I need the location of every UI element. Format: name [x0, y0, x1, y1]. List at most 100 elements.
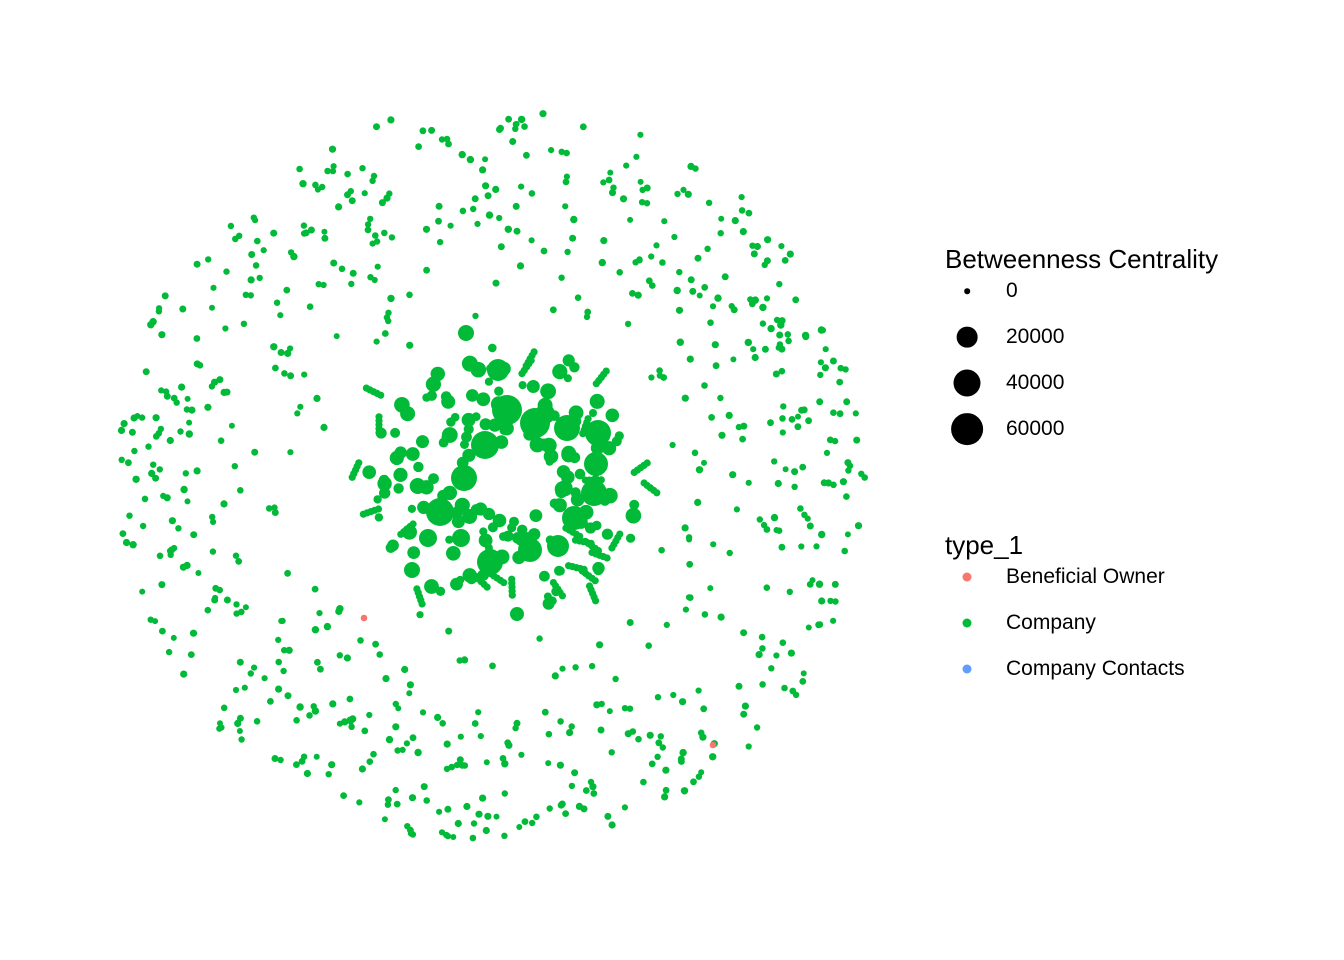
- network-node: [776, 331, 784, 339]
- network-node: [496, 361, 511, 376]
- network-node: [759, 645, 766, 652]
- network-node: [324, 167, 331, 175]
- network-node: [182, 470, 189, 477]
- network-node: [293, 717, 300, 724]
- network-node: [768, 665, 775, 672]
- network-node: [414, 748, 422, 757]
- network-node: [749, 242, 756, 249]
- size-legend: Betweenness Centrality 0 20000 40000 600…: [945, 242, 1218, 460]
- network-node: [636, 256, 643, 264]
- network-node: [336, 605, 344, 613]
- network-node: [156, 466, 163, 473]
- network-node: [545, 760, 552, 767]
- network-node: [629, 728, 637, 735]
- network-node: [484, 192, 492, 200]
- network-node: [320, 423, 328, 431]
- network-node: [210, 518, 217, 526]
- network-node: [680, 787, 689, 795]
- network-node: [552, 364, 568, 380]
- network-node: [517, 115, 526, 124]
- network-node: [139, 522, 147, 530]
- network-node: [117, 426, 126, 434]
- network-node: [385, 735, 394, 744]
- network-node: [512, 724, 519, 732]
- size-key: [953, 369, 981, 397]
- network-node: [466, 155, 475, 164]
- network-node: [568, 405, 584, 421]
- network-node: [545, 730, 553, 738]
- network-node: [626, 619, 634, 626]
- network-node: [120, 420, 128, 428]
- network-node: [316, 610, 323, 617]
- network-node: [228, 422, 235, 429]
- network-node: [539, 570, 550, 582]
- network-node: [486, 364, 496, 374]
- network-node: [390, 427, 401, 438]
- network-node: [157, 425, 165, 433]
- network-node: [738, 194, 745, 201]
- network-node: [546, 805, 553, 812]
- network-node: [512, 550, 526, 565]
- network-node: [648, 374, 655, 381]
- network-node: [281, 370, 288, 377]
- network-node: [145, 443, 152, 450]
- network-node: [208, 383, 216, 390]
- network-node: [416, 435, 429, 449]
- network-node: [583, 313, 591, 321]
- network-node: [663, 621, 670, 629]
- network-node: [777, 321, 785, 329]
- type-key-label: Beneficial Owner: [1006, 565, 1165, 588]
- network-node: [813, 543, 820, 550]
- network-node: [562, 810, 569, 817]
- network-node: [284, 692, 292, 700]
- network-node: [549, 498, 560, 509]
- network-node: [501, 790, 508, 797]
- network-node: [394, 747, 401, 754]
- network-node: [463, 424, 474, 435]
- network-node: [170, 634, 177, 641]
- network-node: [323, 622, 332, 631]
- network-node: [454, 819, 462, 828]
- network-node: [466, 573, 477, 585]
- network-node: [300, 222, 308, 229]
- network-node: [450, 577, 463, 591]
- network-node: [725, 411, 733, 419]
- type-key-label: Company: [1006, 611, 1096, 634]
- network-node: [730, 356, 737, 363]
- network-node: [252, 262, 260, 269]
- network-node: [745, 479, 752, 486]
- network-node: [270, 343, 278, 351]
- network-node: [521, 123, 528, 130]
- network-node: [479, 166, 487, 174]
- network-node: [771, 458, 778, 465]
- network-node: [482, 156, 489, 163]
- network-node: [152, 414, 160, 422]
- network-node: [653, 489, 661, 497]
- network-node: [753, 724, 761, 731]
- network-node: [815, 580, 824, 588]
- network-node: [569, 234, 577, 242]
- network-node: [235, 558, 243, 565]
- network-node: [759, 320, 767, 327]
- network-node: [216, 725, 223, 732]
- network-node: [148, 469, 156, 477]
- network-node: [387, 539, 399, 552]
- network-node: [417, 500, 431, 514]
- network-node: [590, 441, 605, 455]
- network-node: [844, 531, 851, 538]
- size-key: [964, 288, 970, 294]
- network-node: [853, 436, 861, 444]
- network-node: [501, 760, 509, 768]
- network-node: [659, 744, 666, 751]
- network-node: [131, 447, 138, 455]
- network-node: [694, 498, 702, 506]
- network-node: [443, 831, 450, 839]
- network-node: [637, 178, 644, 185]
- network-node: [163, 392, 171, 400]
- network-node: [238, 736, 245, 743]
- network-node: [701, 459, 707, 466]
- network-node: [119, 530, 127, 537]
- network-node: [385, 317, 392, 325]
- network-node: [739, 435, 746, 443]
- network-node: [692, 165, 699, 172]
